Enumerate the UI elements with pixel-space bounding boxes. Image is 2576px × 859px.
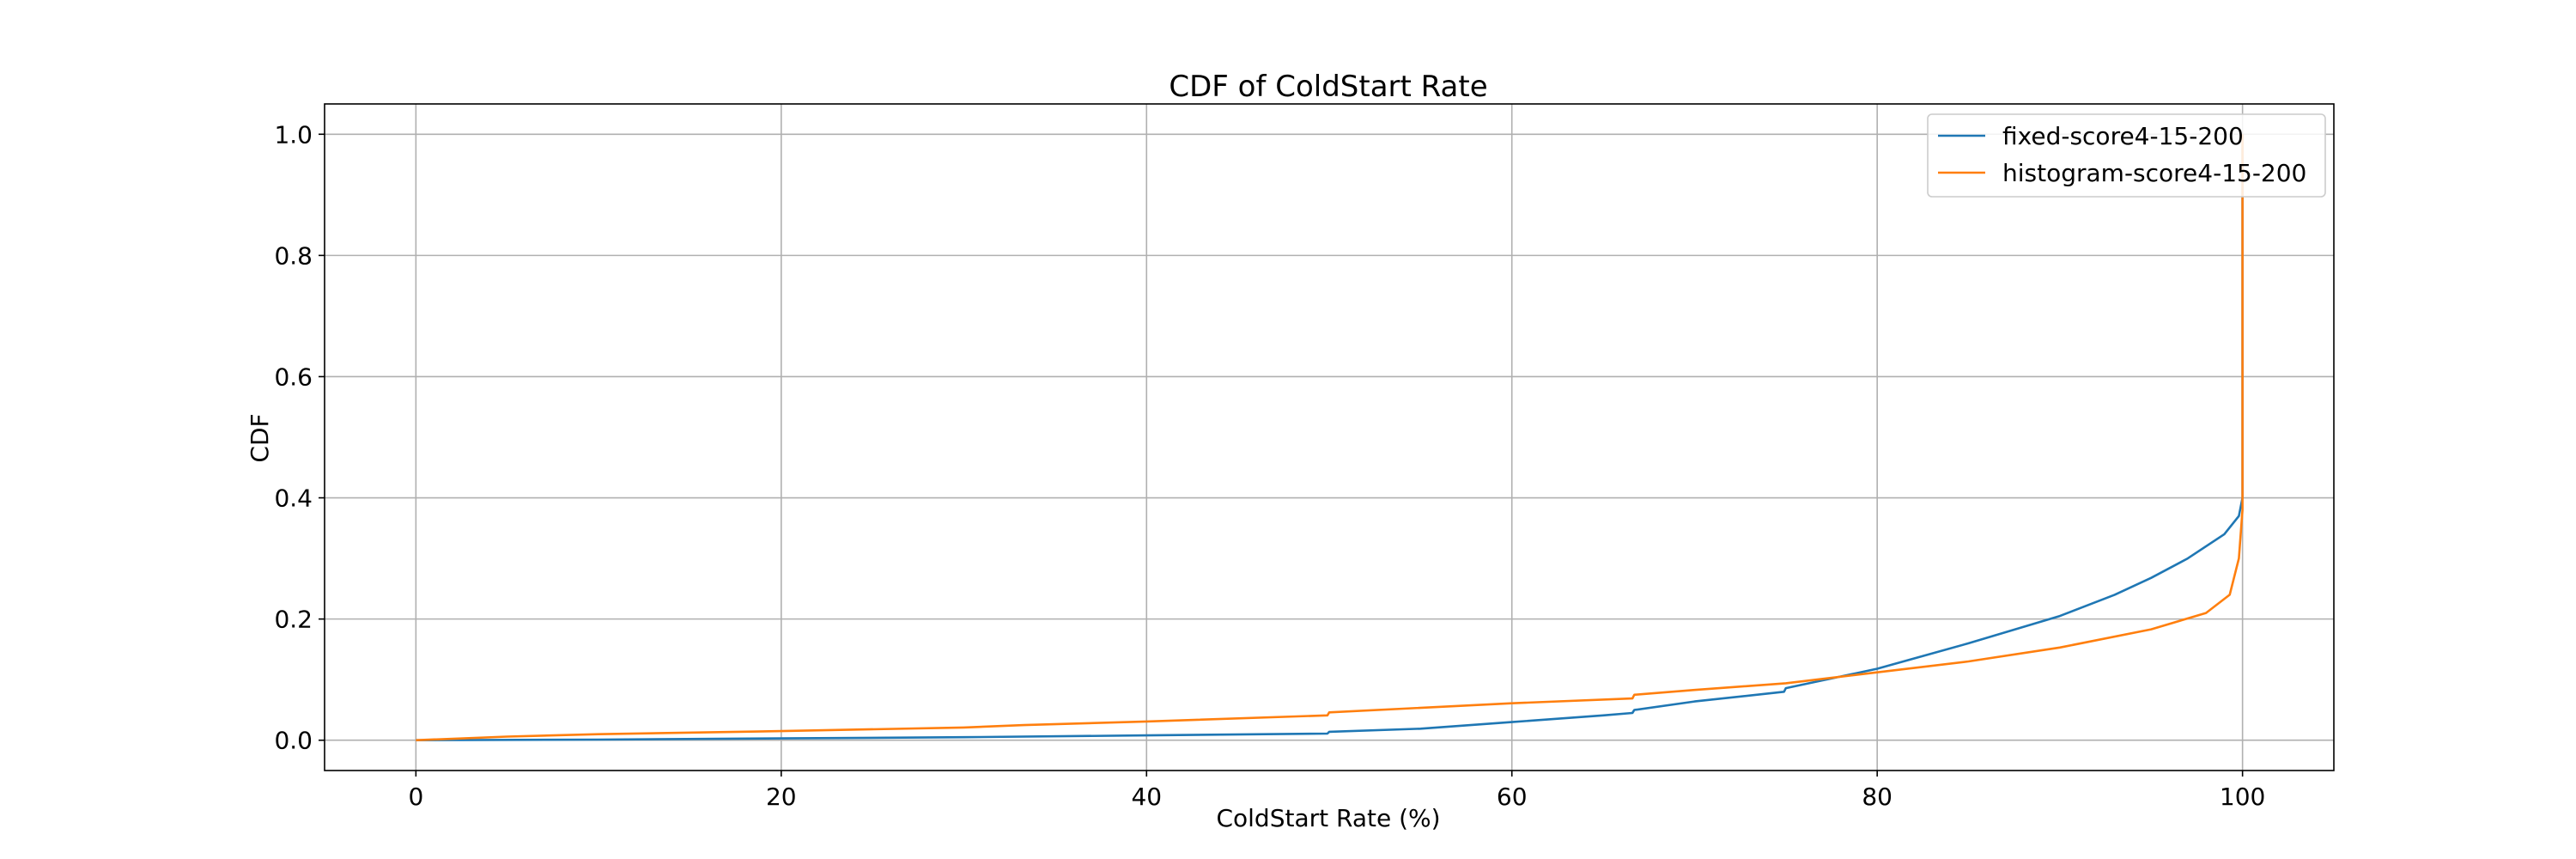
series-lines	[416, 134, 2244, 742]
y-tick-label: 0.0	[274, 727, 313, 755]
y-tick-label: 0.8	[274, 241, 313, 270]
x-tick-label: 60	[1497, 783, 1528, 811]
legend: fixed-score4-15-200 histogram-score4-15-2…	[1927, 113, 2326, 198]
grid-lines	[325, 104, 2334, 771]
x-axis-label: ColdStart Rate (%)	[1216, 804, 1440, 832]
chart-title: CDF of ColdStart Rate	[1169, 70, 1487, 104]
x-tick-label: 0	[408, 783, 423, 811]
y-tick-label: 0.4	[274, 484, 313, 513]
legend-label-2: histogram-score4-15-200	[2002, 159, 2306, 187]
y-tick-label: 0.6	[274, 362, 313, 391]
series-line-1	[416, 134, 2244, 742]
y-tick-label: 0.2	[274, 606, 313, 634]
y-tick-label: 1.0	[274, 120, 313, 149]
x-tick-label: 80	[1862, 783, 1893, 811]
plot-frame	[324, 103, 2335, 771]
series-line-2	[416, 134, 2244, 741]
x-tick-label: 40	[1131, 783, 1162, 811]
legend-box	[1927, 113, 2326, 198]
axis-ticks: 0 20 40 60 80 100 0.0 0.2 0.4 0.6 0.8 1.0	[274, 120, 2265, 811]
legend-label-1: fixed-score4-15-200	[2002, 122, 2244, 150]
x-tick-label: 20	[766, 783, 797, 811]
y-axis-label: CDF	[246, 413, 274, 462]
x-tick-label: 100	[2220, 783, 2265, 811]
